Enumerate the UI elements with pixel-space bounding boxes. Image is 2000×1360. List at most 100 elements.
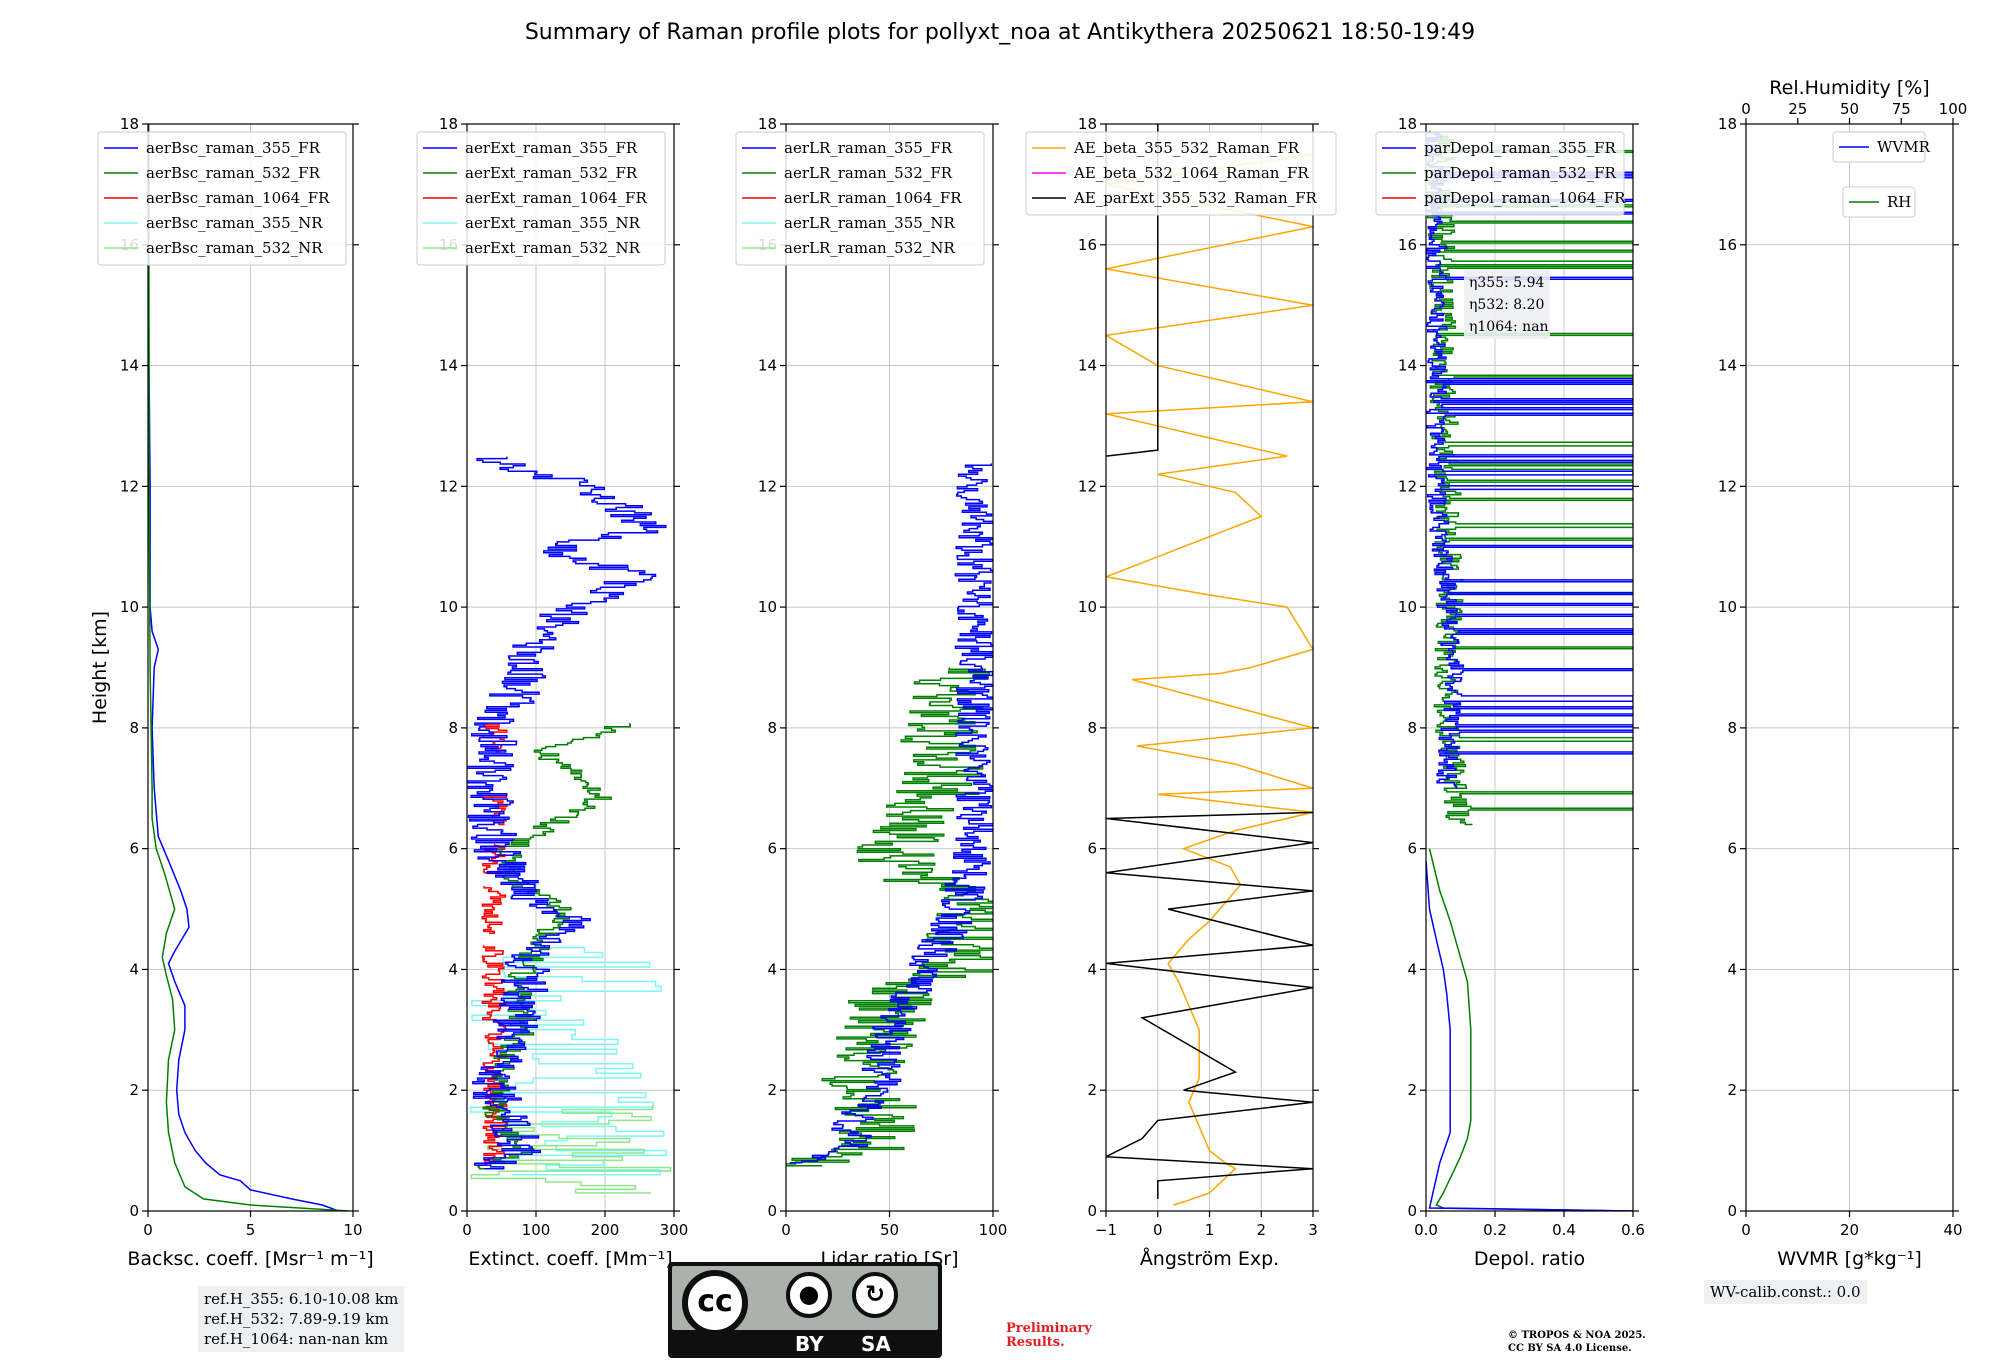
panel-backscatter: 0246810121416180510Backsc. coeff. [Msr⁻¹… — [89, 115, 374, 1270]
legend-label-parDepol_raman_355_FR: parDepol_raman_355_FR — [1424, 139, 1617, 157]
y-tick-label: 18 — [1718, 115, 1737, 133]
y-tick-label: 2 — [1407, 1081, 1417, 1099]
y-tick-label: 2 — [448, 1081, 458, 1099]
panel-lidar_ratio: 024681012141618050100Lidar ratio [Sr]aer… — [735, 115, 1008, 1270]
x-tick-label: 0.4 — [1552, 1221, 1576, 1239]
x-axis-label: Extinct. coeff. [Mm⁻¹] — [468, 1248, 672, 1270]
legend-box — [97, 131, 347, 266]
legend-label-aerExt_raman_355_NR: aerExt_raman_355_NR — [465, 214, 641, 232]
series-AE_parExt_upper — [1106, 124, 1159, 457]
copyright-line-2: CC BY SA 4.0 License. — [1508, 1343, 1632, 1354]
legend-label-aerLR_raman_532_NR: aerLR_raman_532_NR — [784, 239, 955, 257]
x-tick-label: −1 — [1095, 1221, 1117, 1239]
y-tick-label: 8 — [448, 719, 458, 737]
series-parDepol_raman_532_FR_upper — [1426, 130, 1633, 826]
legend-label-aerExt_raman_1064_FR: aerExt_raman_1064_FR — [465, 189, 647, 207]
series-group — [148, 124, 349, 1211]
y-tick-label: 6 — [1087, 840, 1097, 858]
y-tick-label: 4 — [1407, 960, 1417, 978]
y-tick-label: 10 — [758, 598, 777, 616]
panel-extinction: 0246810121416180100200300Extinct. coeff.… — [416, 115, 688, 1270]
x-tick-label: 1 — [1205, 1221, 1215, 1239]
legend-box — [1025, 131, 1337, 216]
top-x-axis-label: Rel.Humidity [%] — [1769, 77, 1929, 99]
axes-frame — [466, 123, 675, 1212]
series-parDepol_raman_532_FR — [1428, 848, 1633, 1211]
legend-label-aerLR_raman_1064_FR: aerLR_raman_1064_FR — [784, 189, 962, 207]
ref-height-355: ref.H_355: 6.10-10.08 km — [204, 1290, 399, 1308]
person-icon: ● — [786, 1272, 832, 1318]
x-tick-label: 0 — [1153, 1221, 1163, 1239]
y-tick-label: 14 — [1398, 357, 1417, 375]
x-tick-label: 200 — [591, 1221, 620, 1239]
series-group — [1106, 124, 1313, 1206]
legend-label-AE_beta_355_532_Raman_FR: AE_beta_355_532_Raman_FR — [1073, 139, 1300, 157]
reference-heights-box: ref.H_355: 6.10-10.08 km ref.H_532: 7.89… — [198, 1286, 405, 1352]
y-tick-label: 0 — [448, 1202, 458, 1220]
y-tick-label: 6 — [448, 840, 458, 858]
y-tick-label: 12 — [120, 477, 139, 495]
y-tick-label: 18 — [439, 115, 458, 133]
y-tick-label: 12 — [1398, 477, 1417, 495]
legend-label-aerBsc_raman_1064_FR: aerBsc_raman_1064_FR — [146, 189, 330, 207]
series-aerExt_raman_355_NR — [469, 942, 667, 1176]
y-tick-label: 18 — [758, 115, 777, 133]
y-tick-label: 0 — [767, 1202, 777, 1220]
x-tick-label: 0.2 — [1483, 1221, 1507, 1239]
y-tick-label: 4 — [448, 960, 458, 978]
legend-label-aerExt_raman_532_FR: aerExt_raman_532_FR — [465, 164, 638, 182]
y-tick-label: 8 — [1087, 719, 1097, 737]
y-tick-label: 6 — [1407, 840, 1417, 858]
x-tick-label: 2 — [1256, 1221, 1266, 1239]
series-aerBsc_raman_532_FR — [148, 124, 349, 1211]
x-tick-label: 3 — [1308, 1221, 1318, 1239]
y-tick-label: 8 — [129, 719, 139, 737]
figure-title: Summary of Raman profile plots for polly… — [524, 20, 1476, 45]
legend-label-aerBsc_raman_532_NR: aerBsc_raman_532_NR — [146, 239, 323, 257]
x-tick-label: 0.6 — [1621, 1221, 1645, 1239]
legend-label-aerExt_raman_532_NR: aerExt_raman_532_NR — [465, 239, 641, 257]
y-tick-label: 10 — [439, 598, 458, 616]
x-tick-label: 100 — [979, 1221, 1008, 1239]
cc-by-label: BY — [795, 1332, 824, 1356]
legend-box — [416, 131, 666, 266]
y-axis-label: Height [km] — [89, 611, 111, 724]
legend-label-aerLR_raman_355_FR: aerLR_raman_355_FR — [784, 139, 953, 157]
axes-frame — [1425, 123, 1634, 1212]
y-tick-label: 10 — [1718, 598, 1737, 616]
preliminary-line-1: Preliminary — [1006, 1321, 1092, 1336]
y-tick-label: 0 — [1727, 1202, 1737, 1220]
y-tick-label: 2 — [1727, 1081, 1737, 1099]
legend-label-AE_beta_532_1064_Raman_FR: AE_beta_532_1064_Raman_FR — [1073, 164, 1309, 182]
y-tick-label: 14 — [1718, 357, 1737, 375]
top-x-tick-label: 75 — [1892, 100, 1911, 118]
y-tick-label: 8 — [1727, 719, 1737, 737]
ref-height-532: ref.H_532: 7.89-9.19 km — [204, 1310, 389, 1328]
y-tick-label: 4 — [129, 960, 139, 978]
series-AE_parExt_355_532_Raman_FR — [1106, 811, 1313, 1199]
eta-annotation-line: η355: 5.94 — [1469, 275, 1545, 291]
x-tick-label: 0 — [462, 1221, 472, 1239]
x-axis-label: Depol. ratio — [1474, 1248, 1585, 1270]
y-tick-label: 2 — [1087, 1081, 1097, 1099]
x-tick-label: 0 — [1741, 1221, 1751, 1239]
x-tick-label: 0 — [781, 1221, 791, 1239]
legend-box — [1832, 131, 1926, 163]
y-tick-label: 14 — [758, 357, 777, 375]
y-tick-label: 0 — [1407, 1202, 1417, 1220]
copyright-line-1: © TROPOS & NOA 2025. — [1508, 1330, 1646, 1341]
y-tick-label: 2 — [129, 1081, 139, 1099]
series-parDepol_raman_355_FR — [1426, 860, 1633, 1211]
y-tick-label: 10 — [1078, 598, 1097, 616]
legend-label-aerLR_raman_532_FR: aerLR_raman_532_FR — [784, 164, 953, 182]
copyright-note: © TROPOS & NOA 2025. CC BY SA 4.0 Licens… — [1508, 1329, 1708, 1355]
series-aerLR_raman_532_FR — [786, 667, 993, 1167]
x-axis-label: WVMR [g*kg⁻¹] — [1777, 1248, 1922, 1270]
eta-annotation-line: η1064: nan — [1469, 319, 1549, 335]
series-aerExt_raman_355_FR — [467, 456, 667, 1170]
x-axis-label: Ångström Exp. — [1140, 1247, 1279, 1270]
y-tick-label: 6 — [767, 840, 777, 858]
y-tick-label: 12 — [758, 477, 777, 495]
